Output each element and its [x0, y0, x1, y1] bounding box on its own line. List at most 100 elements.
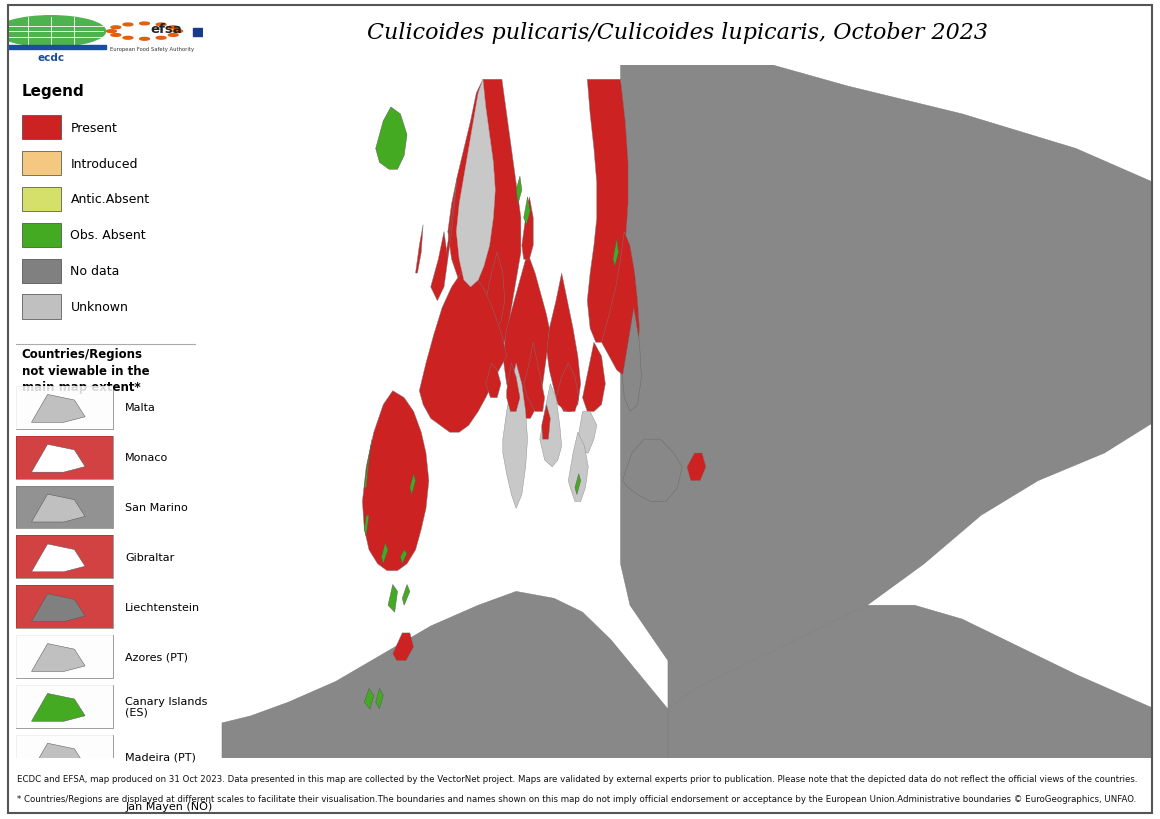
Circle shape — [139, 23, 150, 25]
Text: Present: Present — [71, 121, 117, 134]
Polygon shape — [420, 274, 507, 432]
Text: Legend: Legend — [22, 84, 85, 98]
Polygon shape — [522, 197, 534, 260]
Bar — [22, 259, 60, 284]
Polygon shape — [507, 364, 520, 412]
Circle shape — [123, 38, 133, 40]
Bar — [16, 636, 114, 678]
Circle shape — [168, 34, 179, 38]
Polygon shape — [486, 253, 505, 329]
Polygon shape — [687, 454, 706, 481]
Text: Azores (PT): Azores (PT) — [125, 652, 188, 662]
Bar — [0, 46, 106, 50]
Text: No data: No data — [71, 265, 119, 278]
Polygon shape — [31, 694, 85, 722]
Text: Canary Islands
(ES): Canary Islands (ES) — [125, 696, 208, 717]
Bar — [16, 387, 114, 429]
Bar — [22, 295, 60, 320]
Polygon shape — [430, 233, 448, 301]
Polygon shape — [523, 343, 544, 412]
Bar — [22, 188, 60, 212]
Polygon shape — [486, 364, 501, 398]
Text: Introduced: Introduced — [71, 157, 138, 170]
Text: Countries/Regions
not viewable in the
main map extent*: Countries/Regions not viewable in the ma… — [22, 348, 150, 394]
Text: Jan Mayen (NO): Jan Mayen (NO) — [125, 801, 212, 811]
Polygon shape — [448, 80, 521, 350]
Polygon shape — [568, 432, 588, 502]
Polygon shape — [393, 633, 414, 661]
Polygon shape — [31, 495, 85, 523]
Text: Obs. Absent: Obs. Absent — [71, 229, 146, 242]
Text: Antic.Absent: Antic.Absent — [71, 193, 150, 206]
Polygon shape — [539, 384, 561, 468]
Polygon shape — [587, 80, 628, 343]
Polygon shape — [542, 405, 550, 440]
Polygon shape — [623, 308, 641, 412]
Text: Madeira (PT): Madeira (PT) — [125, 751, 196, 761]
Circle shape — [123, 24, 133, 27]
Polygon shape — [376, 689, 383, 709]
Polygon shape — [502, 364, 528, 509]
Text: ecdc: ecdc — [37, 53, 65, 63]
Polygon shape — [403, 585, 409, 605]
Polygon shape — [623, 440, 682, 502]
Text: Malta: Malta — [125, 403, 155, 413]
Bar — [16, 486, 114, 529]
Text: efsa: efsa — [151, 24, 182, 36]
Polygon shape — [31, 594, 85, 622]
Polygon shape — [546, 274, 581, 412]
Text: Liechtenstein: Liechtenstein — [125, 602, 201, 612]
Text: Culicoides pulicaris/Culicoides lupicaris, October 2023: Culicoides pulicaris/Culicoides lupicari… — [367, 22, 988, 44]
Circle shape — [0, 16, 106, 48]
Polygon shape — [516, 177, 522, 205]
Polygon shape — [31, 545, 85, 572]
Bar — [16, 685, 114, 728]
Polygon shape — [400, 550, 407, 564]
Polygon shape — [364, 516, 369, 536]
Bar — [22, 224, 60, 248]
Polygon shape — [502, 253, 550, 419]
Bar — [16, 785, 114, 819]
Polygon shape — [31, 744, 85, 771]
Polygon shape — [445, 177, 457, 260]
Bar — [22, 152, 60, 176]
Circle shape — [157, 38, 166, 40]
Bar — [194, 29, 206, 37]
Bar — [16, 586, 114, 628]
Text: Unknown: Unknown — [71, 301, 129, 314]
Bar — [16, 486, 114, 529]
Bar — [16, 437, 114, 479]
Polygon shape — [389, 585, 398, 613]
Polygon shape — [364, 440, 372, 488]
Bar — [16, 437, 114, 479]
Polygon shape — [456, 80, 495, 287]
Polygon shape — [31, 395, 85, 423]
Text: Gibraltar: Gibraltar — [125, 552, 174, 562]
Bar — [16, 586, 114, 628]
Polygon shape — [409, 474, 415, 495]
Polygon shape — [556, 364, 579, 412]
Polygon shape — [362, 391, 429, 571]
Polygon shape — [376, 108, 407, 170]
Polygon shape — [578, 412, 596, 454]
Bar — [16, 735, 114, 777]
Circle shape — [111, 34, 121, 38]
Polygon shape — [31, 644, 85, 672]
Polygon shape — [415, 225, 423, 274]
Bar — [16, 387, 114, 429]
Polygon shape — [602, 233, 639, 378]
Polygon shape — [382, 543, 389, 564]
Text: * Countries/Regions are displayed at different scales to facilitate their visual: * Countries/Regions are displayed at dif… — [17, 794, 1137, 803]
Polygon shape — [582, 343, 606, 412]
Bar — [16, 735, 114, 777]
Polygon shape — [364, 689, 374, 709]
Circle shape — [173, 30, 182, 34]
Text: European Food Safety Authority: European Food Safety Authority — [110, 48, 195, 52]
Bar — [16, 685, 114, 728]
Bar — [16, 536, 114, 578]
Polygon shape — [621, 52, 1160, 709]
Circle shape — [157, 24, 166, 27]
Bar — [16, 536, 114, 578]
Polygon shape — [612, 239, 618, 267]
Polygon shape — [523, 197, 530, 225]
